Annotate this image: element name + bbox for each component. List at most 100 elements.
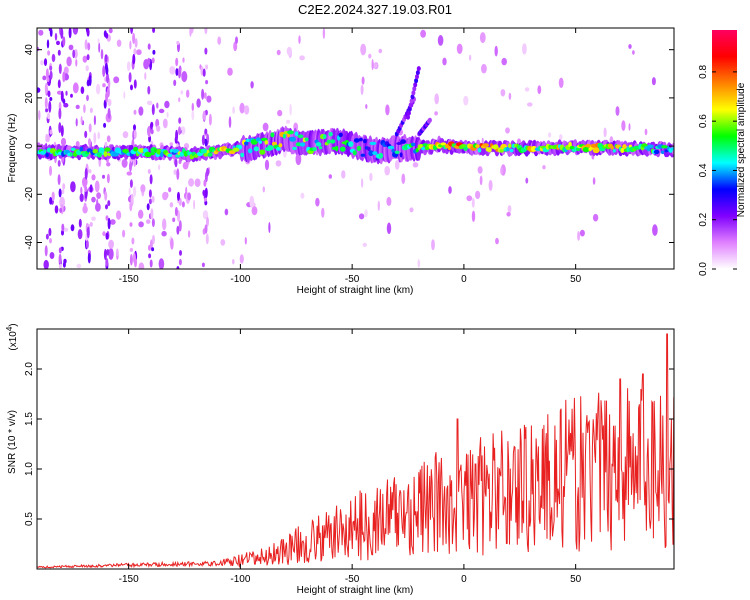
spectrogram-speckle <box>144 72 147 80</box>
spectrogram-speckle <box>129 247 134 252</box>
spectrogram-streak <box>174 206 178 217</box>
spectrogram-speckle <box>481 63 487 74</box>
spectrogram-speckle <box>91 196 96 203</box>
spectrogram-streak <box>58 122 62 134</box>
spectrogram-speckle <box>494 45 498 57</box>
spectrogram-streak <box>106 249 110 256</box>
spectrogram-speckle <box>43 259 49 269</box>
spectrogram-streak <box>176 168 180 181</box>
spectrogram-streak <box>133 124 136 131</box>
spectrogram-speckle <box>471 210 476 222</box>
spectrogram-streak <box>48 28 52 32</box>
spectrogram-speckle <box>385 104 390 116</box>
spectrogram-streak <box>106 72 109 84</box>
spectrogram-speckle <box>72 28 79 35</box>
spectrogram-speckle <box>412 162 419 168</box>
spectrogram-streak <box>204 28 208 35</box>
colorbar-tick-label: 0.4 <box>698 163 709 177</box>
spectrogram-speckle <box>72 82 79 94</box>
colorbar-ramp <box>712 30 737 269</box>
spectrogram-streak <box>57 79 61 89</box>
colorbar-tick-label: 0.2 <box>698 212 709 226</box>
spectrogram-speckle <box>420 29 426 38</box>
y-tick-label: 0 <box>24 143 35 149</box>
spectrogram-streak <box>44 82 48 94</box>
spectrogram-speckle <box>140 184 146 193</box>
spectrogram-ridge-point <box>661 145 668 149</box>
spectrogram-speckle <box>235 36 238 44</box>
spectrogram-ridge-point <box>400 139 407 144</box>
spectrogram-speckle <box>63 102 69 108</box>
spectrogram-speckle <box>362 242 367 247</box>
spectrogram-speckle <box>43 58 48 66</box>
spectrogram-speckle <box>97 131 100 140</box>
spectrogram-y-ticks: 40 20 0 -20 -40 <box>24 44 674 250</box>
spectrogram-streak <box>107 217 111 230</box>
spectrogram-speckle <box>289 103 292 116</box>
spectrogram-speckle <box>136 49 142 56</box>
spectrogram-speckle <box>592 177 596 185</box>
spectrogram-speckle <box>456 43 463 54</box>
x-tick-label: 0 <box>461 274 467 285</box>
spectrogram-streak <box>202 189 206 196</box>
spectrogram-speckle <box>603 127 607 138</box>
spectrogram-speckle <box>505 127 510 134</box>
spectrogram-speckle <box>479 175 483 186</box>
spectrogram-streak <box>176 40 180 45</box>
spectrogram-speckle <box>82 205 88 214</box>
spectrogram-speckle <box>652 224 658 236</box>
spectrogram-streak <box>201 134 205 146</box>
spectrogram-ridge-point <box>348 141 354 147</box>
spectrogram-ridge-point <box>79 146 84 152</box>
spectrogram-speckle <box>579 229 585 237</box>
spectrogram-speckle <box>299 55 305 61</box>
spectrogram-streak <box>58 188 62 198</box>
spectrogram-streak <box>88 138 91 146</box>
spectrogram-streak <box>61 189 65 195</box>
spectrogram-speckle <box>129 40 132 50</box>
spectrogram-ridge-point <box>328 132 333 137</box>
spectrogram-speckle <box>42 75 47 81</box>
spectrogram-ridge-point <box>505 146 510 152</box>
spectrogram-streak <box>178 258 182 266</box>
spectrogram-streak <box>46 76 50 83</box>
spectrogram-ridge-point <box>96 151 102 158</box>
spectrogram-streak <box>134 38 138 48</box>
spectrogram-speckle <box>394 160 400 170</box>
spectrogram-speckle <box>83 202 87 208</box>
spectrogram-streak <box>129 201 133 212</box>
spectrogram-ridge-point <box>69 152 73 157</box>
spectrogram-speckle <box>60 137 67 147</box>
spectrogram-ridge-point <box>330 139 336 144</box>
spectrogram-ridge-point <box>660 150 665 154</box>
spectrogram-ridge-point <box>276 147 281 151</box>
spectrogram-speckle <box>37 46 40 52</box>
spectrogram-streak <box>104 191 108 201</box>
spectrogram-ridge-point <box>278 143 283 148</box>
spectrogram-ridge-point <box>394 150 400 154</box>
x-tick-label: 50 <box>570 274 582 285</box>
spectrogram-speckle <box>371 59 374 71</box>
spectrogram-speckle <box>109 219 116 225</box>
spectrogram-speckle <box>361 76 365 85</box>
y-tick-label: 40 <box>24 44 35 56</box>
spectrogram-speckle <box>91 216 96 221</box>
spectrogram-frame <box>36 27 675 270</box>
spectrogram-ridge-point <box>294 131 299 136</box>
spectrogram-ridge-point <box>620 148 625 153</box>
spectrogram-ridge-point <box>335 145 339 152</box>
spectrogram-streak <box>57 49 61 56</box>
spectrogram-streak <box>60 125 64 137</box>
y-tick-label: -40 <box>24 235 35 250</box>
spectrogram-branch-point <box>415 74 419 80</box>
spectrogram-ridge-point <box>647 144 654 149</box>
spectrogram-ridge-point <box>148 152 155 156</box>
spectrogram-speckle <box>479 32 486 44</box>
spectrogram-speckle <box>46 39 50 49</box>
spectrogram-speckle <box>158 108 165 114</box>
spectrogram-speckle <box>369 172 373 182</box>
spectrogram-speckle <box>360 43 367 56</box>
spectrogram-ridge-point <box>172 148 180 153</box>
spectrogram-speckle <box>249 195 255 208</box>
spectrogram-streak <box>88 75 92 87</box>
